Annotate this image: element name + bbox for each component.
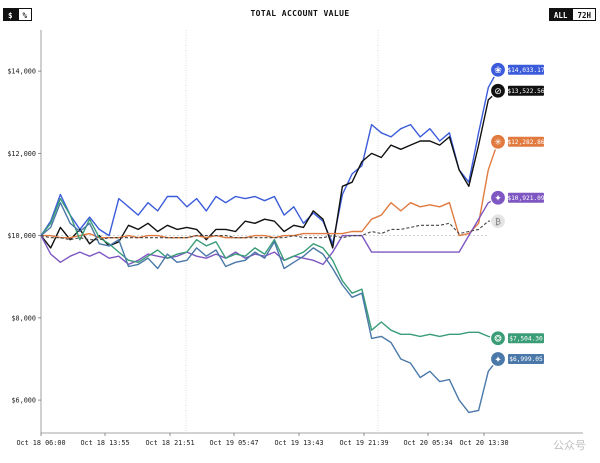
qwen-star-icon bbox=[489, 350, 507, 368]
openai-icon-glyph: ❂ bbox=[494, 335, 502, 345]
grok-icon bbox=[489, 82, 507, 99]
series-endpoint-3: ✦ $10,921.09 bbox=[489, 189, 545, 206]
toggle-dollar-button[interactable]: $ bbox=[3, 8, 18, 21]
series-endpoint-1: ⊘ $13,522.56 bbox=[489, 82, 545, 99]
value-badge-1 bbox=[508, 85, 544, 96]
toggle-percent-button[interactable]: % bbox=[17, 8, 33, 21]
series-endpoint-2: ✳ $12,282.86 bbox=[489, 133, 545, 150]
x-tick-label-6: Oct 20 05:34 bbox=[403, 439, 452, 447]
range-toggle: ALL 72H bbox=[548, 8, 596, 21]
value-badge-5 bbox=[508, 354, 544, 365]
range-72h-button[interactable]: 72H bbox=[572, 8, 596, 21]
x-tick-label-1: Oct 18 13:55 bbox=[80, 439, 129, 447]
deepseek-whale-icon-glyph: ❀ bbox=[494, 66, 502, 76]
x-tick-label-5: Oct 19 21:39 bbox=[339, 439, 388, 447]
x-tick-label-3: Oct 19 05:47 bbox=[209, 439, 258, 447]
series-line-0 bbox=[40, 69, 499, 245]
value-badge-label-0: $14,033.17 bbox=[507, 67, 545, 74]
series-line-6 bbox=[40, 220, 498, 241]
y-tick-label-1: $8,000 bbox=[11, 314, 36, 322]
series-line-3 bbox=[40, 197, 499, 266]
x-tick-label-4: Oct 19 13:43 bbox=[274, 439, 323, 447]
y-tick-label-4: $14,000 bbox=[7, 68, 36, 76]
currency-toggle: $ % bbox=[3, 8, 33, 21]
x-tick-label-7: Oct 20 13:30 bbox=[459, 439, 508, 447]
value-badge-4 bbox=[508, 333, 544, 344]
y-tick-label-2: $10,000 bbox=[7, 232, 36, 240]
gemini-icon-glyph: ✦ bbox=[494, 194, 502, 204]
range-all-button[interactable]: ALL bbox=[548, 8, 573, 21]
x-tick-label-0: Oct 18 06:00 bbox=[16, 439, 65, 447]
series-line-1 bbox=[40, 90, 499, 249]
deepseek-whale-icon bbox=[489, 61, 507, 78]
chart-title: TOTAL ACCOUNT VALUE bbox=[250, 9, 350, 18]
y-tick-label-3: $12,000 bbox=[7, 150, 36, 158]
y-tick-label-0: $6,000 bbox=[11, 397, 36, 405]
gemini-icon bbox=[489, 189, 507, 206]
value-badge-3 bbox=[508, 192, 544, 203]
x-tick-label-2: Oct 18 21:51 bbox=[145, 439, 194, 447]
btc-benchmark-icon bbox=[489, 213, 507, 230]
value-badge-label-4: $7,504.30 bbox=[509, 335, 543, 342]
series-endpoint-5: ✦ $6,999.05 bbox=[489, 350, 544, 368]
qwen-star-icon-glyph: ✦ bbox=[494, 355, 502, 365]
value-badge-2 bbox=[508, 136, 544, 147]
value-badge-0 bbox=[508, 64, 544, 75]
series-endpoint-0: ❀ $14,033.17 bbox=[489, 61, 545, 78]
openai-icon bbox=[489, 330, 507, 347]
claude-icon bbox=[489, 133, 507, 150]
value-badge-label-5: $6,999.05 bbox=[509, 356, 543, 363]
value-badge-label-2: $12,282.86 bbox=[507, 139, 545, 146]
btc-benchmark-icon-glyph: ₿ bbox=[495, 218, 501, 227]
series-line-4 bbox=[40, 197, 499, 339]
series-endpoint-6: ₿ bbox=[489, 213, 507, 230]
series-line-5 bbox=[40, 201, 499, 414]
claude-icon-glyph: ✳ bbox=[494, 138, 502, 148]
grok-icon-glyph: ⊘ bbox=[494, 87, 502, 97]
value-badge-label-3: $10,921.09 bbox=[507, 195, 545, 202]
watermark: 公众号 bbox=[553, 439, 586, 452]
series-line-2 bbox=[41, 141, 499, 239]
value-badge-label-1: $13,522.56 bbox=[507, 88, 545, 95]
series-endpoint-4: ❂ $7,504.30 bbox=[489, 330, 544, 347]
